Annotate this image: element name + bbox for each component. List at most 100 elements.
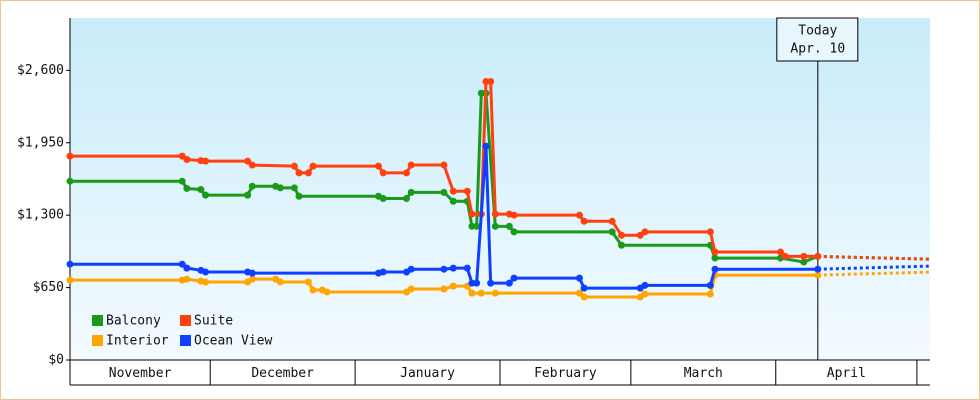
price-point [407,285,415,293]
price-point [641,281,649,289]
x-tick-label: March [684,366,723,381]
plot-area [70,18,930,360]
price-point [510,228,518,236]
price-point [323,288,331,296]
price-point [814,271,822,279]
legend-label: Ocean View [194,334,272,349]
price-point [800,258,808,266]
price-point [711,254,719,262]
price-point [468,210,476,218]
price-point [711,265,719,273]
price-point [66,276,74,284]
y-tick-label: $1,300 [17,208,64,223]
price-point [491,289,499,297]
price-point [403,194,411,202]
legend-swatch [92,315,103,326]
price-point [711,248,719,256]
price-point [510,274,518,282]
price-point [608,228,616,236]
price-point [295,192,303,200]
price-point [473,279,481,287]
price-point [491,222,499,230]
price-point [248,275,256,283]
price-point [449,187,457,195]
y-tick-label: $0 [48,353,64,368]
price-point [505,222,513,230]
price-point [66,177,74,185]
price-point [183,155,191,163]
price-point [608,217,616,225]
price-point [304,169,312,177]
price-point [473,222,481,230]
forecast-line [817,254,931,261]
legend-swatch [92,335,103,346]
price-point [463,264,471,272]
price-point [202,157,210,165]
price-point [618,241,626,249]
price-point [641,290,649,298]
price-point [276,278,284,286]
price-point [183,264,191,272]
price-point [290,162,298,170]
x-tick-label: December [251,366,314,381]
price-point [440,161,448,169]
price-point [706,228,714,236]
price-point [618,231,626,239]
price-point [575,211,583,219]
legend-swatch [180,335,191,346]
price-point [440,188,448,196]
forecast-line [817,270,931,277]
price-point [374,162,382,170]
price-point [202,191,210,199]
price-point [706,290,714,298]
price-point [580,284,588,292]
price-point [290,184,298,192]
price-point [491,210,499,218]
price-point [510,211,518,219]
x-tick-label: February [534,366,597,381]
price-point [183,184,191,192]
price-point [440,285,448,293]
price-point [463,187,471,195]
price-point [440,265,448,273]
price-point [379,268,387,276]
price-point [505,279,513,287]
forecast-line [817,264,931,271]
x-tick-label: November [109,366,172,381]
price-point [580,217,588,225]
price-point [477,289,485,297]
price-point [248,182,256,190]
price-point [776,248,784,256]
price-point [482,142,490,150]
price-point [244,191,252,199]
price-point [800,252,808,260]
price-point [706,281,714,289]
price-point [178,177,186,185]
today-label: Today [798,24,837,39]
y-tick-label: $2,600 [17,63,64,78]
legend-swatch [180,315,191,326]
price-point [202,278,210,286]
price-point [407,188,415,196]
price-point [66,260,74,268]
legend-label: Suite [194,314,233,329]
today-box [776,17,859,62]
price-point [487,279,495,287]
price-point [309,286,317,294]
price-point [407,265,415,273]
price-point [248,269,256,277]
today-label: Apr. 10 [790,42,845,57]
y-tick-label: $1,950 [17,135,64,150]
price-point [304,278,312,286]
price-point [468,289,476,297]
price-point [449,197,457,205]
price-point [407,161,415,169]
price-point [197,186,205,194]
price-point [66,152,74,160]
price-point [487,77,495,85]
price-point [580,293,588,301]
price-point [178,260,186,268]
price-point [248,161,256,169]
legend-label: Interior [106,334,169,349]
